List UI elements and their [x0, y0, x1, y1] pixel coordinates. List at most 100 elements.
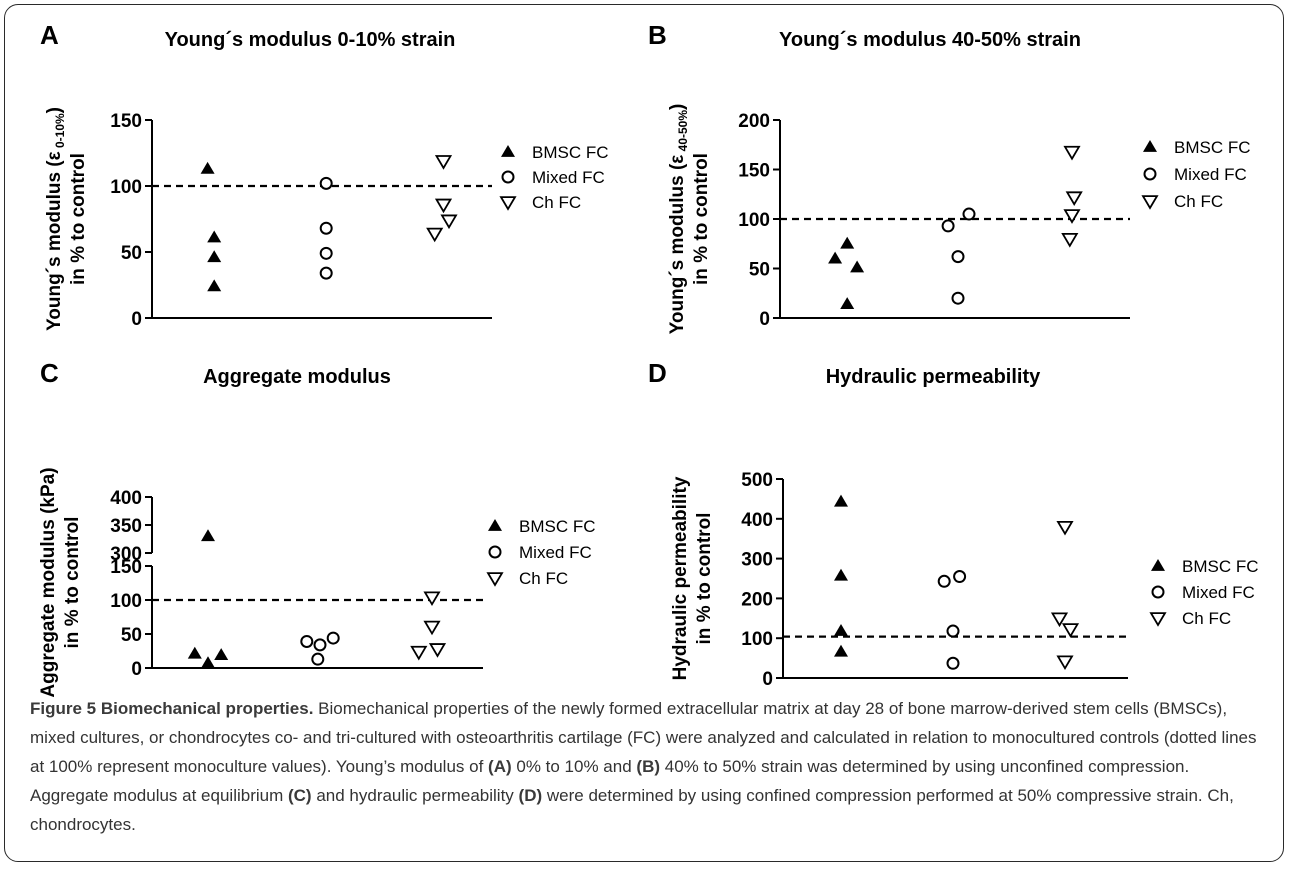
legend-label: Mixed FC [519, 543, 592, 562]
data-point-mixed-fc [313, 638, 327, 652]
legend-marker [1151, 559, 1165, 571]
data-point-mixed-fc [953, 570, 967, 584]
legend-label: Ch FC [519, 569, 568, 588]
legend-marker [488, 545, 502, 559]
y-tick-label: 400 [110, 488, 142, 509]
data-point-ch-fc [434, 198, 453, 214]
caption-text: and hydraulic permeability [311, 786, 519, 805]
y-axis-label: Aggregate modulus (kPa) [38, 467, 59, 697]
y-axis-label-line2: in % to control [691, 153, 712, 285]
data-point-mixed-fc [319, 176, 333, 190]
data-point-ch-fc [426, 227, 444, 243]
caption-ref-b: (B) [636, 757, 661, 776]
data-point-mixed-fc [937, 574, 951, 588]
y-tick-label: 300 [741, 550, 773, 571]
data-point-bmsc-fc [850, 260, 865, 273]
data-point-mixed-fc [311, 652, 325, 666]
panel-letter-c: C [40, 358, 59, 388]
chart-title: Hydraulic permeability [826, 366, 1041, 388]
data-point-ch-fc [1061, 232, 1079, 248]
data-point-bmsc-fc [214, 648, 229, 660]
y-tick-label: 0 [131, 659, 142, 680]
figure-caption: Figure 5 Biomechanical properties. Biome… [30, 694, 1270, 839]
y-tick-label: 350 [110, 516, 142, 537]
data-point-ch-fc [440, 214, 458, 230]
legend-marker [501, 170, 515, 184]
legend-marker [1143, 167, 1157, 181]
legend-label: Ch FC [1182, 609, 1231, 628]
chart-title: Young´s modulus 0-10% strain [165, 29, 456, 51]
data-point-bmsc-fc [834, 624, 848, 636]
legend-label: BMSC FC [1174, 138, 1251, 157]
data-point-mixed-fc [946, 624, 960, 638]
caption-text: were determined by using confined compre… [30, 786, 1234, 834]
y-tick-label: 0 [759, 309, 770, 330]
data-point-bmsc-fc [200, 161, 215, 174]
caption-ref-c: (C) [287, 786, 312, 805]
data-point-ch-fc [1061, 623, 1080, 638]
data-point-ch-fc [1056, 655, 1074, 671]
caption-ref-d: (D) [518, 786, 543, 805]
y-tick-label: 500 [741, 470, 773, 491]
data-point-ch-fc [428, 643, 447, 658]
legend-marker [486, 572, 504, 587]
data-point-ch-fc [1056, 520, 1074, 536]
data-point-ch-fc [1065, 191, 1083, 206]
data-point-mixed-fc [951, 250, 965, 264]
y-tick-label: 150 [110, 111, 142, 132]
data-point-bmsc-fc [207, 279, 222, 292]
caption-ref-a: (A) [488, 757, 512, 776]
legend-marker [499, 196, 517, 211]
data-point-mixed-fc [326, 631, 340, 645]
data-point-bmsc-fc [834, 568, 848, 581]
caption-text: 0% to 10% and [511, 757, 637, 776]
data-point-mixed-fc [319, 266, 333, 280]
data-point-ch-fc [1063, 209, 1081, 224]
data-point-mixed-fc [946, 656, 960, 670]
legend-label: Mixed FC [1174, 165, 1247, 184]
y-axis-label-line2: in % to control [68, 153, 89, 285]
y-axis-label-line2: in % to control [62, 517, 83, 649]
legend-marker [1141, 195, 1159, 210]
y-tick-label: 50 [121, 243, 142, 264]
y-axis-label: Young´s modulus (ε 0-10%) [44, 107, 67, 331]
y-tick-label: 100 [110, 591, 142, 612]
panel-letter-a: A [40, 20, 59, 50]
y-tick-label: 100 [110, 177, 142, 198]
data-point-mixed-fc [319, 246, 333, 260]
y-axis-label: Young´s modulus (ε 40-50%) [667, 104, 690, 335]
data-point-bmsc-fc [828, 251, 843, 264]
caption-text: 40% to 50% strain was determined by usin… [30, 757, 1190, 805]
y-axis-label-line2: in % to control [694, 513, 715, 645]
legend-marker [488, 519, 502, 531]
data-point-ch-fc [423, 591, 441, 607]
data-point-bmsc-fc [187, 646, 202, 659]
data-point-ch-fc [410, 645, 428, 661]
panel-letter-b: B [648, 20, 667, 50]
data-point-mixed-fc [951, 291, 965, 305]
panel-letter-d: D [648, 358, 667, 388]
data-point-ch-fc [1063, 145, 1081, 161]
legend-label: Ch FC [1174, 192, 1223, 211]
legend-label: Mixed FC [1182, 583, 1255, 602]
y-tick-label: 50 [749, 260, 770, 281]
y-axis-label: Hydraulic permeability [670, 476, 691, 680]
legend-marker [1151, 585, 1165, 599]
data-point-bmsc-fc [207, 230, 222, 243]
figure-panels: A Young´s modulus 0-10% strain Young´s mod… [38, 20, 1259, 698]
y-tick-label: 200 [741, 589, 773, 610]
y-tick-label: 100 [738, 210, 770, 231]
chart-title: Aggregate modulus [203, 366, 391, 388]
data-point-mixed-fc [962, 207, 976, 221]
data-point-bmsc-fc [834, 494, 848, 507]
data-point-bmsc-fc [840, 236, 855, 249]
data-point-ch-fc [1050, 612, 1069, 628]
data-point-mixed-fc [319, 221, 333, 235]
legend-label: BMSC FC [519, 517, 596, 536]
legend-label: BMSC FC [532, 143, 609, 162]
y-tick-label: 300 [110, 544, 142, 565]
y-tick-label: 150 [110, 557, 142, 578]
caption-text: Biomechanical properties of the newly fo… [30, 699, 1257, 776]
y-tick-label: 100 [741, 629, 773, 650]
y-tick-label: 0 [762, 669, 773, 690]
